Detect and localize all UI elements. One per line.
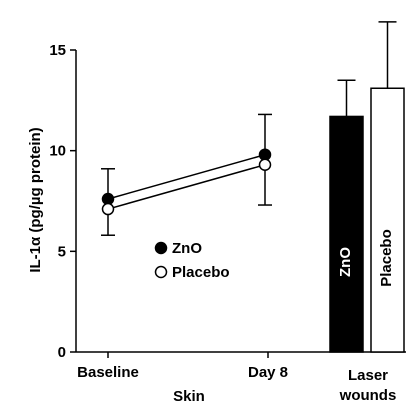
bar-0 (329, 115, 364, 353)
y-tick-label-1: 5 (58, 243, 66, 260)
y-tick-label-2: 10 (49, 143, 66, 160)
point-1-1 (258, 158, 272, 172)
series-line-0 (107, 153, 266, 200)
y-tick-label-0: 0 (58, 344, 66, 361)
series-line-1 (107, 164, 266, 210)
bar-1 (370, 87, 405, 353)
point-1-0 (101, 202, 115, 216)
y-axis-label: IL-1α (pg/µg protein) (27, 127, 44, 272)
x-tick-label-day-8: Day 8 (248, 364, 288, 381)
group-label-laser-wounds: Laser wounds (339, 367, 397, 404)
group-label-laser-wounds-line-1: wounds (339, 387, 397, 404)
chart-labels: IL-1α (pg/µg protein) Baseline Day 8 Ski… (27, 127, 396, 405)
y-tick-label-3: 15 (49, 42, 66, 59)
group-label-skin: Skin (173, 388, 205, 405)
legend-marker-1 (154, 265, 168, 279)
bar-label-zno: ZnO (337, 247, 354, 277)
x-tick-label-baseline: Baseline (77, 364, 139, 381)
group-label-laser-wounds-line-0: Laser (348, 367, 388, 384)
legend-label-placebo: Placebo (172, 264, 230, 281)
chart-marks (101, 21, 405, 353)
legend-label-zno: ZnO (172, 240, 202, 257)
bar-label-placebo: Placebo (378, 229, 395, 287)
legend-marker-0 (154, 241, 168, 255)
